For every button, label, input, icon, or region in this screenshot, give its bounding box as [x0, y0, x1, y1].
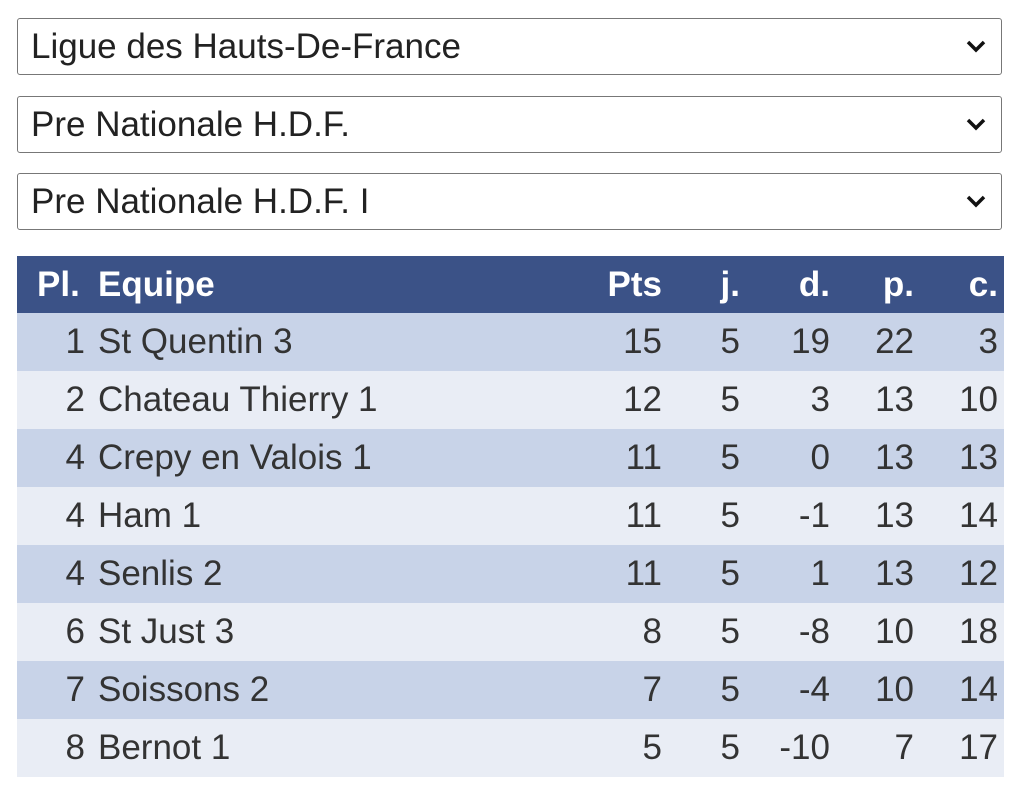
cell-played: 5 [662, 487, 740, 545]
cell-against: 14 [914, 661, 1004, 719]
cell-for: 13 [830, 545, 914, 603]
cell-points: 11 [582, 545, 662, 603]
cell-diff: 3 [740, 371, 830, 429]
table-row: 4 Senlis 2 11 5 1 13 12 [17, 545, 1004, 603]
header-team[interactable]: Equipe [98, 256, 582, 313]
cell-team[interactable]: St Quentin 3 [98, 313, 582, 371]
cell-team[interactable]: Soissons 2 [98, 661, 582, 719]
cell-against: 18 [914, 603, 1004, 661]
cell-team[interactable]: Chateau Thierry 1 [98, 371, 582, 429]
cell-place: 8 [17, 719, 98, 777]
header-against[interactable]: c. [914, 256, 1004, 313]
cell-for: 13 [830, 371, 914, 429]
cell-points: 5 [582, 719, 662, 777]
cell-place: 4 [17, 545, 98, 603]
cell-for: 7 [830, 719, 914, 777]
cell-for: 10 [830, 661, 914, 719]
cell-diff: 19 [740, 313, 830, 371]
table-row: 4 Crepy en Valois 1 11 5 0 13 13 [17, 429, 1004, 487]
select-value: Pre Nationale H.D.F. I [31, 182, 370, 221]
cell-for: 13 [830, 429, 914, 487]
cell-place: 1 [17, 313, 98, 371]
league-select[interactable]: Ligue des Hauts-De-France [17, 18, 1002, 75]
table-row: 7 Soissons 2 7 5 -4 10 14 [17, 661, 1004, 719]
select-value: Ligue des Hauts-De-France [31, 27, 461, 66]
header-for[interactable]: p. [830, 256, 914, 313]
table-header: Pl. Equipe Pts j. d. p. c. [17, 256, 1004, 313]
chevron-down-icon [966, 118, 986, 130]
cell-team[interactable]: Crepy en Valois 1 [98, 429, 582, 487]
cell-place: 4 [17, 487, 98, 545]
cell-points: 12 [582, 371, 662, 429]
cell-points: 11 [582, 429, 662, 487]
header-diff[interactable]: d. [740, 256, 830, 313]
cell-diff: -4 [740, 661, 830, 719]
cell-played: 5 [662, 545, 740, 603]
cell-diff: -1 [740, 487, 830, 545]
table-row: 1 St Quentin 3 15 5 19 22 3 [17, 313, 1004, 371]
cell-played: 5 [662, 719, 740, 777]
cell-for: 13 [830, 487, 914, 545]
chevron-down-icon [966, 195, 986, 208]
cell-diff: -8 [740, 603, 830, 661]
cell-against: 14 [914, 487, 1004, 545]
cell-for: 10 [830, 603, 914, 661]
header-played[interactable]: j. [662, 256, 740, 313]
cell-diff: 1 [740, 545, 830, 603]
cell-against: 10 [914, 371, 1004, 429]
table-row: 2 Chateau Thierry 1 12 5 3 13 10 [17, 371, 1004, 429]
cell-against: 12 [914, 545, 1004, 603]
cell-played: 5 [662, 313, 740, 371]
cell-for: 22 [830, 313, 914, 371]
table-row: 6 St Just 3 8 5 -8 10 18 [17, 603, 1004, 661]
cell-against: 3 [914, 313, 1004, 371]
cell-points: 8 [582, 603, 662, 661]
cell-team[interactable]: Ham 1 [98, 487, 582, 545]
cell-team[interactable]: Bernot 1 [98, 719, 582, 777]
cell-played: 5 [662, 603, 740, 661]
cell-points: 7 [582, 661, 662, 719]
cell-against: 17 [914, 719, 1004, 777]
cell-played: 5 [662, 661, 740, 719]
header-points[interactable]: Pts [582, 256, 662, 313]
header-place[interactable]: Pl. [17, 256, 98, 313]
cell-against: 13 [914, 429, 1004, 487]
select-value: Pre Nationale H.D.F. [31, 104, 351, 144]
chevron-down-icon [966, 40, 986, 53]
cell-place: 6 [17, 603, 98, 661]
cell-played: 5 [662, 429, 740, 487]
cell-place: 7 [17, 661, 98, 719]
cell-team[interactable]: St Just 3 [98, 603, 582, 661]
table-row: 8 Bernot 1 5 5 -10 7 17 [17, 719, 1004, 777]
group-select[interactable]: Pre Nationale H.D.F. I [17, 173, 1002, 230]
cell-place: 4 [17, 429, 98, 487]
cell-diff: 0 [740, 429, 830, 487]
cell-points: 15 [582, 313, 662, 371]
table-row: 4 Ham 1 11 5 -1 13 14 [17, 487, 1004, 545]
cell-place: 2 [17, 371, 98, 429]
division-select[interactable]: Pre Nationale H.D.F. [17, 95, 1002, 153]
cell-team[interactable]: Senlis 2 [98, 545, 582, 603]
cell-played: 5 [662, 371, 740, 429]
standings-table: Pl. Equipe Pts j. d. p. c. 1 St Quentin 3… [17, 256, 1004, 777]
cell-points: 11 [582, 487, 662, 545]
cell-diff: -10 [740, 719, 830, 777]
